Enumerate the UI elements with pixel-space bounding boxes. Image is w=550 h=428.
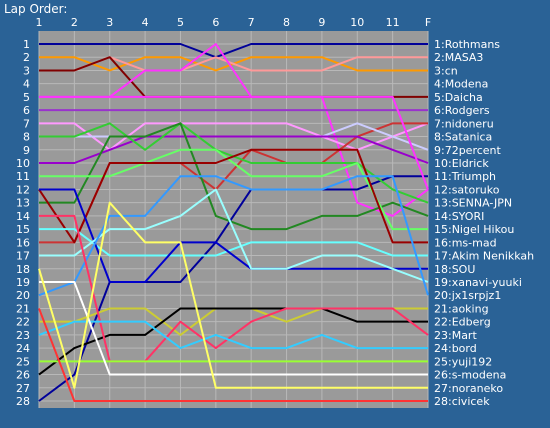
y-tick-label: 8 [23,131,30,144]
plot-area [39,31,428,408]
series-line [39,122,429,231]
series-line [39,43,428,59]
legend-entry: 13:SENNA-JPN [434,197,512,210]
series-line [39,188,428,283]
legend-entry: 11:Triumph [434,170,496,183]
y-tick-label: 21 [16,302,30,315]
series-line [39,135,429,164]
legend-entry: 14:SYORI [434,210,484,223]
y-tick-label: 7 [23,117,30,130]
x-tick-label: 6 [212,16,219,29]
legend-entry: 19:xanavi-yuuki [434,276,522,289]
y-tick-label: 11 [16,170,30,183]
series-line [38,175,428,402]
series-line [39,95,429,190]
legend-entry: 15:Nigel Hikou [434,223,514,236]
y-tick-label: 23 [16,329,30,342]
legend-entry: 28:civicek [434,395,490,408]
y-tick-label: 2 [23,51,30,64]
y-tick-label: 4 [23,78,30,91]
y-tick-label: 17 [16,250,30,263]
legend-entry: 4:Modena [434,78,488,91]
series-line [38,201,428,389]
x-tick-label: 1 [36,16,43,29]
y-tick-label: 28 [16,395,30,408]
legend-entry: 8:Satanica [434,131,492,144]
x-tick-label: 3 [106,16,113,29]
legend-entry: 10:Eldrick [434,157,489,170]
x-tick-label: 11 [386,16,400,29]
series-line [39,228,428,257]
y-tick-label: 24 [16,342,30,355]
series-line [38,308,428,402]
y-tick-label: 10 [16,157,30,170]
series-line [39,214,429,363]
y-tick-label: 22 [16,316,30,329]
y-tick-label: 19 [16,276,30,289]
x-tick-label: F [425,16,431,29]
y-tick-label: 25 [16,355,30,368]
legend-entry: 26:s-modena [434,369,506,382]
x-tick-label: 10 [350,16,364,29]
chart-title: Lap Order: [4,2,67,16]
legend-entry: 27:noraneko [434,382,503,395]
y-tick-label: 9 [23,144,30,157]
x-ticks: 1 2 3 4 5 6 7 8 9 10 11 F [36,16,432,29]
legend-entry: 16:ms-mad [434,236,497,249]
legend-entry: 2:MASA3 [434,51,483,64]
legend-entry: 21:aoking [434,302,489,315]
y-tick-label: 18 [16,263,30,276]
legend-entry: 9:72percent [434,144,502,157]
x-tick-label: 2 [71,16,78,29]
legend: 1:Rothmans2:MASA33:cn4:Modena5:Daicha6:R… [434,38,534,408]
y-tick-label: 5 [23,91,30,104]
y-tick-label: 13 [16,197,30,210]
legend-entry: 24:bord [434,342,477,355]
y-tick-label: 20 [16,289,30,302]
series-lines [38,43,429,402]
y-tick-label: 6 [23,104,30,117]
legend-entry: 17:Akim Nenikkah [434,250,534,263]
series-line [39,122,429,151]
y-tick-label: 27 [16,382,30,395]
y-tick-label: 15 [16,223,30,236]
y-tick-label: 26 [16,369,30,382]
y-tick-label: 12 [16,183,30,196]
series-line [38,320,428,350]
x-tick-label: 5 [177,16,184,29]
legend-entry: 22:Edberg [434,316,491,329]
y-ticks: 1234567891011121314151617181920212223242… [16,38,30,408]
legend-entry: 23:Mart [434,329,477,342]
legend-entry: 18:SOU [434,263,475,276]
legend-entry: 1:Rothmans [434,38,500,51]
x-tick-label: 8 [283,16,290,29]
legend-entry: 12:satoruko [434,183,500,196]
legend-entry: 3:cn [434,64,458,77]
legend-entry: 6:Rodgers [434,104,490,117]
y-tick-label: 14 [16,210,30,223]
x-tick-label: 9 [318,16,325,29]
y-tick-label: 1 [23,38,30,51]
legend-entry: 7:nidoneru [434,117,494,130]
x-tick-label: 4 [142,16,149,29]
series-line [38,175,429,297]
legend-entry: 5:Daicha [434,91,483,104]
x-tick-label: 7 [248,16,255,29]
legend-entry: 25:yuji192 [434,355,492,368]
y-tick-label: 3 [23,64,30,77]
series-line [39,281,428,376]
y-tick-label: 16 [16,236,30,249]
series-line [38,148,428,244]
legend-entry: 20:jx1srpjz1 [434,289,501,302]
